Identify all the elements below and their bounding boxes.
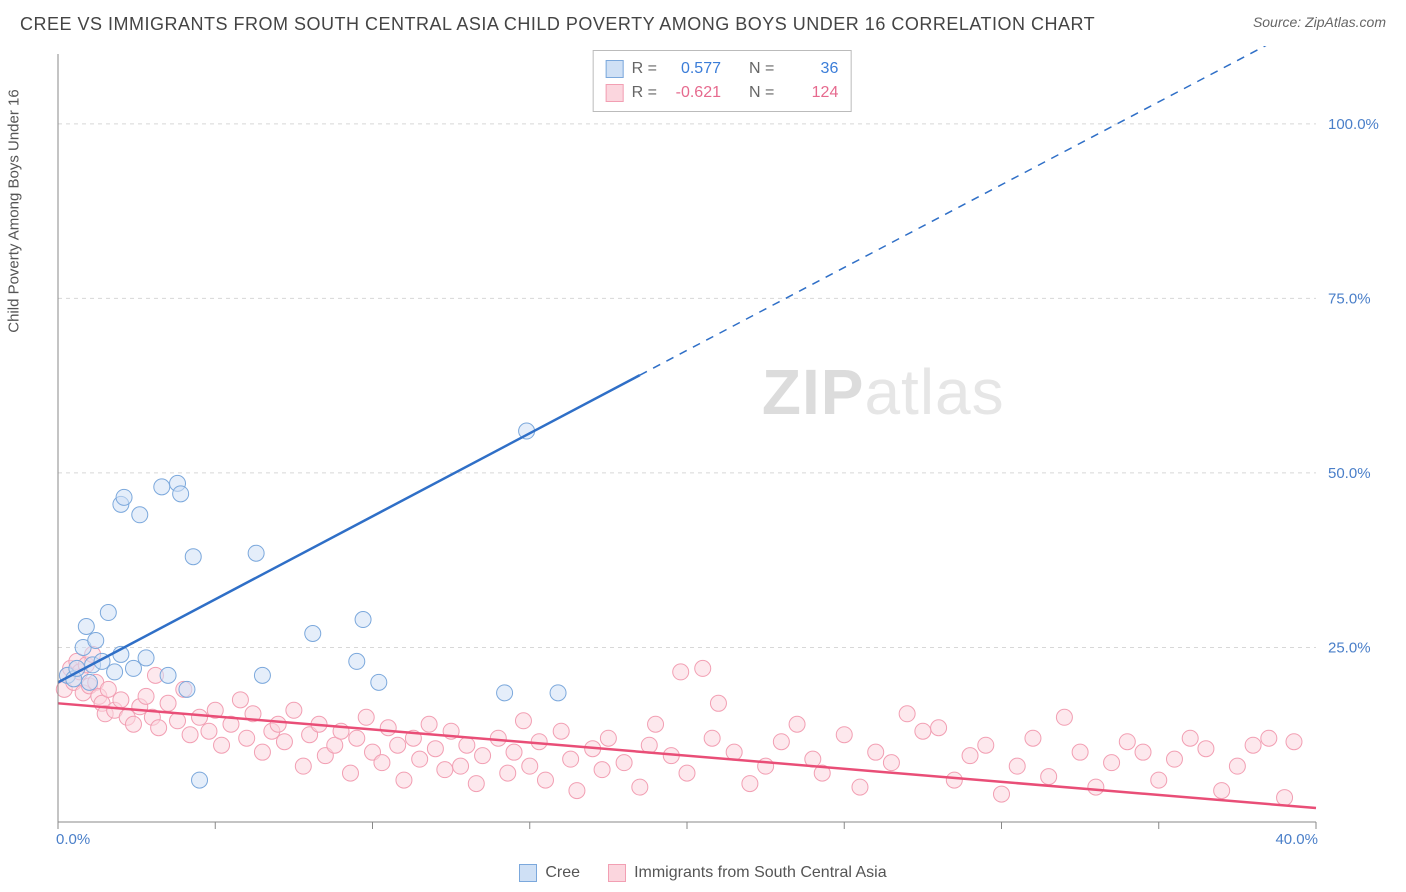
scatter-plot: 25.0% 50.0% 75.0% 100.0% ZIPatlas 0.0% 40.0%	[50, 46, 1394, 846]
svg-text:0.0%: 0.0%	[56, 831, 90, 846]
svg-text:40.0%: 40.0%	[1275, 831, 1318, 846]
svg-text:50.0%: 50.0%	[1328, 465, 1371, 482]
stats-row-series2: R = -0.621 N = 124	[606, 81, 839, 105]
swatch-series1	[606, 60, 624, 78]
chart-area: Child Poverty Among Boys Under 16 25.0%5…	[50, 46, 1394, 846]
svg-text:ZIPatlas: ZIPatlas	[762, 356, 1005, 428]
legend-item-2: Immigrants from South Central Asia	[608, 864, 887, 882]
correlation-stats-box: R = 0.577 N = 36 R = -0.621 N = 124	[593, 50, 852, 112]
svg-text:75.0%: 75.0%	[1328, 290, 1371, 307]
legend-swatch-2	[608, 864, 626, 882]
bottom-legend: Cree Immigrants from South Central Asia	[0, 864, 1406, 882]
chart-source: Source: ZipAtlas.com	[1253, 14, 1386, 30]
chart-header: CREE VS IMMIGRANTS FROM SOUTH CENTRAL AS…	[0, 0, 1406, 35]
y-axis-label: Child Poverty Among Boys Under 16	[6, 89, 23, 332]
svg-text:100.0%: 100.0%	[1328, 116, 1379, 133]
legend-swatch-1	[519, 864, 537, 882]
stats-row-series1: R = 0.577 N = 36	[606, 57, 839, 81]
legend-item-1: Cree	[519, 864, 580, 882]
svg-text:25.0%: 25.0%	[1328, 639, 1371, 656]
chart-title: CREE VS IMMIGRANTS FROM SOUTH CENTRAL AS…	[20, 14, 1095, 35]
swatch-series2	[606, 84, 624, 102]
